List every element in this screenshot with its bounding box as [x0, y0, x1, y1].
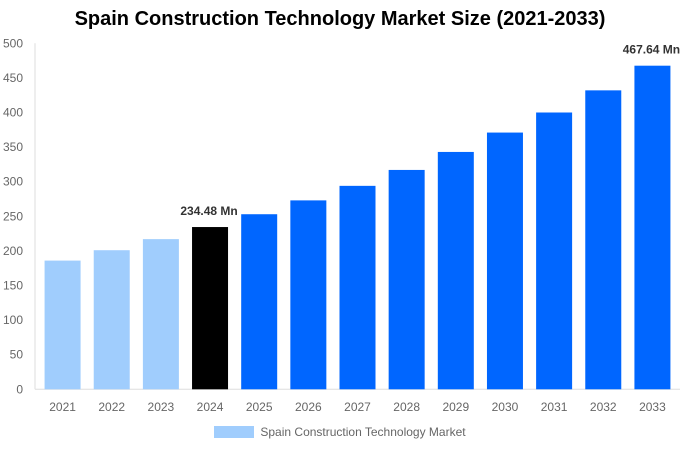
x-tick-label: 2022 [98, 400, 125, 414]
bar [93, 250, 130, 390]
y-tick-label: 50 [10, 348, 24, 362]
x-tick-label: 2027 [344, 400, 371, 414]
bar [388, 169, 425, 390]
y-tick-label: 0 [16, 382, 23, 396]
bar [44, 260, 81, 390]
y-tick-label: 100 [3, 313, 23, 327]
x-tick-label: 2033 [639, 400, 666, 414]
x-tick-label: 2029 [442, 400, 469, 414]
y-tick-label: 450 [3, 71, 23, 85]
bar [634, 65, 671, 390]
bar [192, 227, 229, 390]
x-tick-label: 2025 [246, 400, 273, 414]
bar [437, 151, 474, 390]
x-tick-label: 2031 [541, 400, 568, 414]
bar [241, 214, 278, 390]
legend-swatch [214, 426, 255, 438]
data-label: 467.64 Mn [623, 43, 680, 57]
data-label: 234.48 Mn [180, 204, 237, 218]
y-tick-label: 300 [3, 175, 23, 189]
x-tick-label: 2021 [49, 400, 76, 414]
x-tick-label: 2028 [393, 400, 420, 414]
x-tick-label: 2023 [148, 400, 175, 414]
bar [585, 90, 622, 390]
y-tick-label: 400 [3, 106, 23, 120]
y-tick-label: 350 [3, 140, 23, 154]
y-tick-label: 500 [3, 36, 23, 50]
legend: Spain Construction Technology Market [0, 425, 680, 439]
bar [486, 132, 523, 390]
y-tick-label: 200 [3, 244, 23, 258]
bar [290, 200, 327, 390]
bar [339, 185, 376, 390]
bar [536, 112, 573, 390]
bar [142, 239, 179, 390]
x-tick-label: 2030 [492, 400, 519, 414]
y-tick-label: 150 [3, 279, 23, 293]
legend-label: Spain Construction Technology Market [260, 425, 466, 439]
chart-title: Spain Construction Technology Market Siz… [74, 8, 606, 30]
x-tick-label: 2032 [590, 400, 617, 414]
y-tick-label: 250 [3, 209, 23, 223]
x-tick-label: 2026 [295, 400, 322, 414]
x-tick-label: 2024 [197, 400, 224, 414]
